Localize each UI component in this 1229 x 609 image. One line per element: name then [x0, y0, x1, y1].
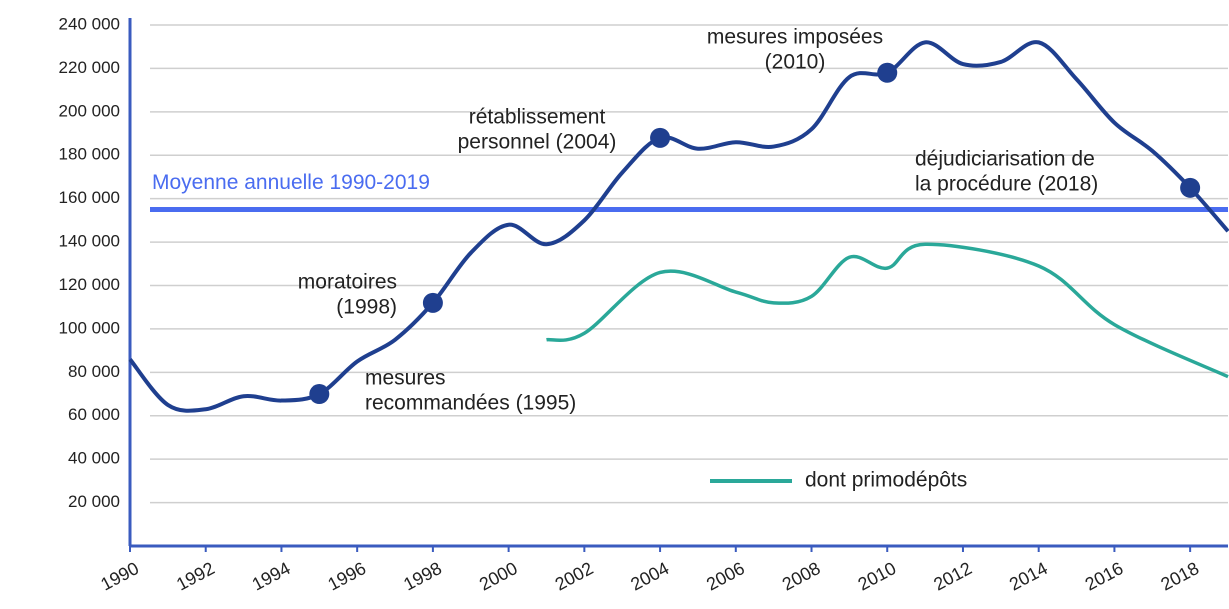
annotation: rétablissement — [469, 106, 606, 129]
x-tick-label: 2014 — [1006, 558, 1051, 594]
legend-label: dont primodépôts — [805, 469, 967, 492]
x-tick-label: 2016 — [1082, 558, 1127, 594]
event-point — [877, 62, 898, 83]
x-tick-label: 2008 — [779, 558, 824, 594]
event-point — [1180, 177, 1201, 198]
y-tick-label: 140 000 — [59, 232, 120, 251]
y-tick-label: 220 000 — [59, 58, 120, 77]
annotation: mesures — [365, 367, 446, 390]
y-tick-label: 120 000 — [59, 275, 120, 294]
x-tick-label: 1998 — [400, 558, 445, 594]
event-point — [422, 292, 443, 313]
annotation: moratoires — [298, 271, 397, 294]
annotation: recommandées (1995) — [365, 392, 576, 415]
annotation: déjudiciarisation de — [915, 148, 1095, 171]
x-tick-label: 2006 — [703, 558, 748, 594]
y-tick-label: 180 000 — [59, 145, 120, 164]
y-tick-label: 80 000 — [68, 362, 120, 381]
event-point — [650, 127, 671, 148]
y-tick-label: 40 000 — [68, 449, 120, 468]
x-tick-label: 1996 — [325, 558, 370, 594]
average-label: Moyenne annuelle 1990-2019 — [152, 171, 430, 194]
annotation: la procédure (2018) — [915, 173, 1098, 196]
x-tick-label: 2012 — [930, 558, 975, 594]
x-tick-label: 2000 — [476, 558, 521, 594]
y-tick-label: 160 000 — [59, 188, 120, 207]
x-tick-label: 1990 — [97, 558, 142, 594]
x-tick-label: 2002 — [552, 558, 597, 594]
event-point — [309, 384, 330, 405]
y-tick-label: 240 000 — [59, 14, 120, 33]
annotation: (1998) — [336, 296, 397, 319]
x-tick-label: 2004 — [627, 558, 672, 594]
annotation: mesures imposées — [707, 26, 883, 49]
y-tick-label: 60 000 — [68, 405, 120, 424]
x-tick-label: 1994 — [249, 558, 294, 594]
annotation: personnel (2004) — [458, 131, 617, 154]
y-tick-label: 200 000 — [59, 101, 120, 120]
series-line — [546, 242, 1229, 379]
x-tick-label: 1992 — [173, 558, 218, 594]
y-tick-label: 20 000 — [68, 492, 120, 511]
series-line — [128, 40, 1229, 413]
x-tick-label: 2018 — [1157, 558, 1202, 594]
y-tick-label: 100 000 — [59, 318, 120, 337]
x-tick-label: 2010 — [855, 558, 900, 594]
annotation: (2010) — [765, 51, 826, 74]
